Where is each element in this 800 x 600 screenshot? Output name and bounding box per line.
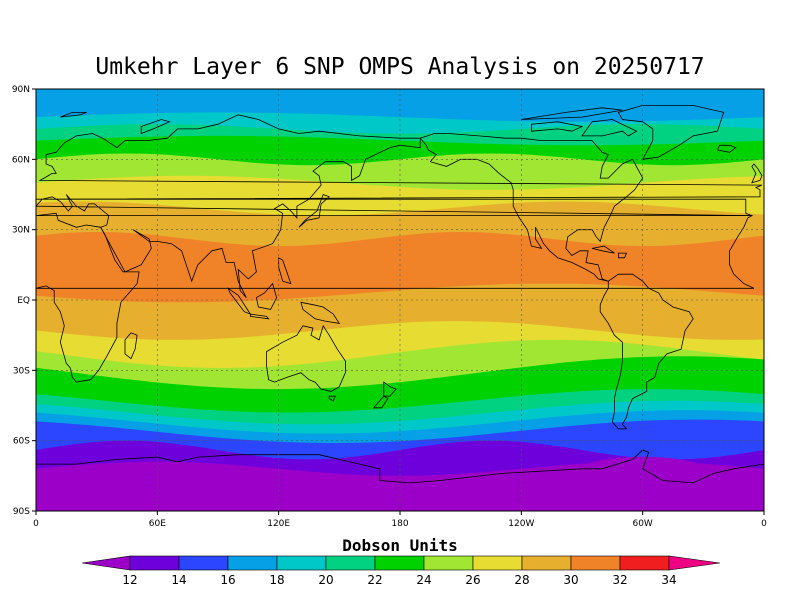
colorbar-label: 34 [661, 573, 676, 587]
coastline [278, 257, 292, 285]
coastline [617, 105, 725, 160]
coastline [328, 395, 336, 402]
colorbar-label: 24 [416, 573, 431, 587]
x-tick-label: 0 [33, 519, 39, 529]
x-tick-label: 120W [508, 519, 534, 529]
colorbar-segment [178, 555, 229, 571]
colorbar-segment [227, 555, 278, 571]
x-tick-label: 0 [761, 519, 767, 529]
colorbar-segment [570, 555, 621, 571]
x-tick-label: 180 [391, 519, 408, 529]
colorbar-label: 12 [122, 573, 137, 587]
colorbar-label: 14 [171, 573, 186, 587]
colorbar-label: 30 [563, 573, 578, 587]
coastline [383, 381, 397, 397]
colorbar-title: Dobson Units [342, 536, 458, 555]
coastline [266, 324, 346, 392]
x-tick-label: 120E [267, 519, 290, 529]
coastline [140, 119, 171, 135]
y-axis-ticks: 90N 60N 30N EQ 30S 60S 90S [12, 85, 36, 517]
colorbar-label: 16 [220, 573, 235, 587]
ozone-band [36, 461, 764, 511]
coastline [716, 144, 737, 153]
coastline [618, 252, 628, 259]
colorbar: 12 14 16 18 20 22 24 26 28 30 32 34 [81, 555, 721, 587]
y-tick-label: EQ [17, 296, 30, 306]
coastline [751, 163, 763, 184]
ozone-field [36, 89, 764, 511]
y-tick-label: 60N [12, 155, 30, 165]
colorbar-high-arrow [668, 555, 721, 571]
y-tick-label: 90N [12, 85, 30, 95]
coastline [521, 107, 623, 120]
map-title: Umkehr Layer 6 SNP OMPS Analysis on 2025… [95, 54, 705, 80]
x-axis-ticks: 0 60E 120E 180 120W 60W 0 [33, 511, 767, 529]
colorbar-label: 26 [465, 573, 480, 587]
coastline [300, 301, 341, 324]
colorbar-segment [276, 555, 327, 571]
coastline [592, 245, 615, 254]
colorbar-label: 32 [612, 573, 627, 587]
y-tick-label: 90S [13, 507, 30, 517]
colorbar-segment [374, 555, 425, 571]
coastline [124, 332, 138, 360]
coastline [60, 112, 87, 118]
coastline [372, 395, 389, 409]
colorbar-label: 28 [514, 573, 529, 587]
coastline [36, 114, 763, 298]
colorbar-label: 22 [367, 573, 382, 587]
gridlines [36, 89, 764, 511]
coastline [581, 119, 638, 137]
colorbar-label: 20 [318, 573, 333, 587]
colorbar-label: 18 [269, 573, 284, 587]
coastlines [36, 105, 764, 511]
coastline [531, 121, 584, 132]
colorbar-segment [325, 555, 376, 571]
x-tick-label: 60W [632, 519, 652, 529]
ozone-minimum [38, 474, 75, 491]
x-tick-label: 60E [149, 519, 166, 529]
colorbar-segment [472, 555, 523, 571]
y-tick-label: 60S [13, 437, 30, 447]
y-tick-label: 30S [13, 366, 30, 376]
coastline [255, 282, 278, 310]
coastline [298, 193, 330, 228]
colorbar-segment [423, 555, 474, 571]
coastline [36, 449, 764, 511]
colorbar-segment [129, 555, 180, 571]
colorbar-low-arrow [81, 555, 131, 571]
coastline [36, 212, 755, 383]
coastline [419, 133, 644, 282]
colorbar-segment [619, 555, 670, 571]
colorbar-segment [521, 555, 572, 571]
coastline [250, 313, 270, 320]
y-tick-label: 30N [12, 226, 30, 236]
coastline [227, 287, 252, 315]
